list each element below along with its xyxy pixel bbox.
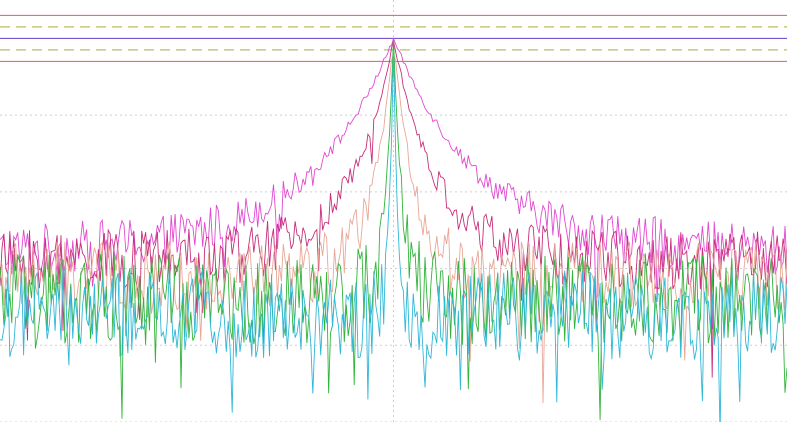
series-line-4 (0, 50, 787, 422)
series-line-0 (0, 36, 787, 330)
series-line-3 (0, 39, 787, 421)
series-group (0, 36, 787, 422)
